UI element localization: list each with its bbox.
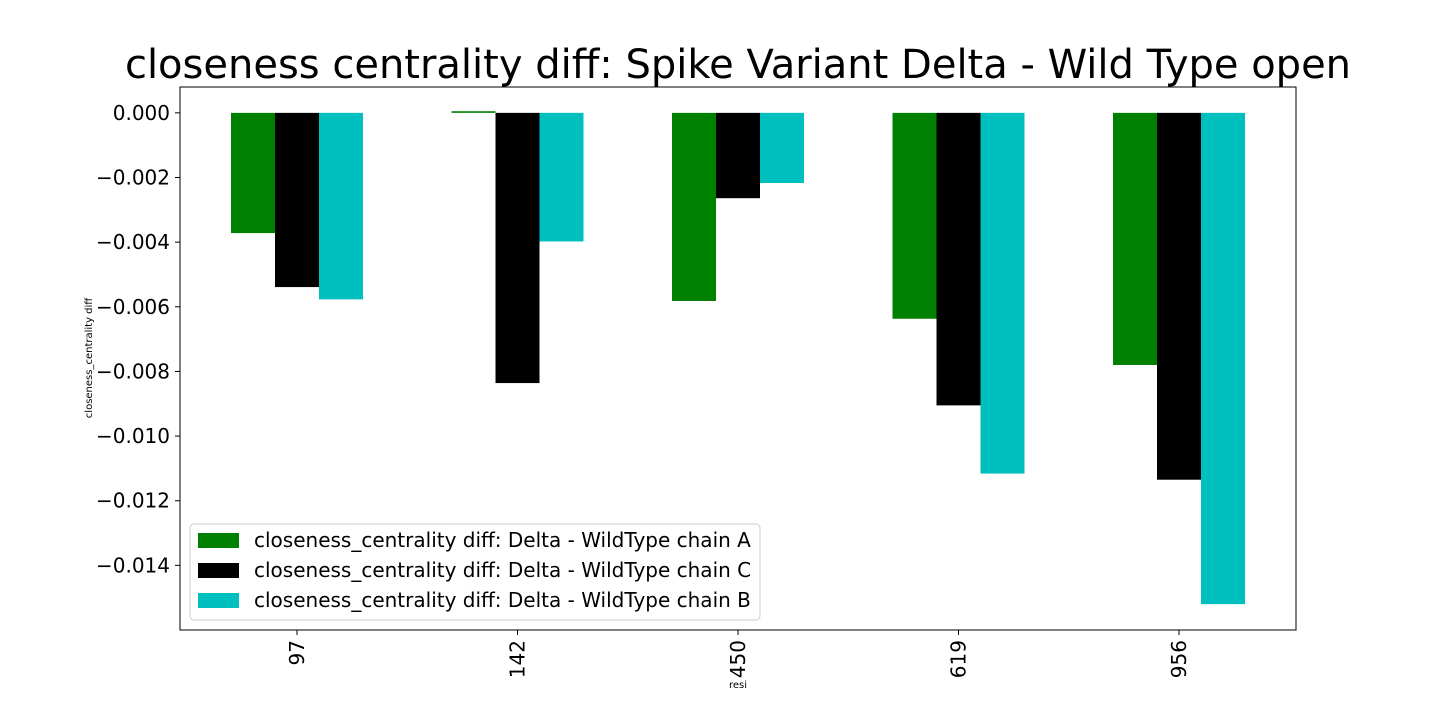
y-tick-label: −0.014 bbox=[96, 553, 170, 577]
bar-97-series-3 bbox=[319, 112, 363, 300]
bars-layer bbox=[231, 111, 1245, 605]
bar-619-series-2 bbox=[936, 112, 981, 406]
legend-label-3: closeness_centrality diff: Delta - WildT… bbox=[254, 588, 751, 612]
y-tick-label: −0.006 bbox=[96, 295, 170, 319]
legend-swatch-2 bbox=[198, 563, 239, 578]
bar-619-series-1 bbox=[892, 112, 937, 319]
bar-450-series-1 bbox=[672, 112, 716, 301]
x-axis: 97 142 450 619 956 bbox=[285, 630, 1191, 678]
y-axis: 0.000 −0.002 −0.004 −0.006 −0.008 −0.010 −0.01… bbox=[96, 101, 180, 577]
y-tick-label: −0.002 bbox=[96, 166, 170, 190]
y-axis-label: closeness_centrality diff bbox=[84, 297, 95, 419]
bar-142-series-1 bbox=[451, 111, 496, 113]
x-tick-label: 450 bbox=[726, 640, 750, 678]
bar-956-series-2 bbox=[1157, 112, 1201, 480]
legend-label-1: closeness_centrality diff: Delta - WildT… bbox=[254, 528, 751, 552]
x-tick-label: 619 bbox=[947, 640, 971, 678]
legend-swatch-3 bbox=[198, 593, 239, 608]
bar-142-series-3 bbox=[539, 112, 584, 242]
bar-450-series-2 bbox=[716, 112, 760, 199]
bar-450-series-3 bbox=[760, 112, 804, 183]
x-tick-label: 142 bbox=[506, 640, 530, 678]
bar-956-series-1 bbox=[1113, 112, 1157, 365]
legend-label-2: closeness_centrality diff: Delta - WildT… bbox=[254, 558, 751, 582]
bar-97-series-2 bbox=[275, 112, 319, 288]
legend-frame bbox=[189, 523, 761, 621]
bar-619-series-3 bbox=[980, 112, 1025, 474]
x-tick-label: 956 bbox=[1167, 640, 1191, 678]
bar-956-series-3 bbox=[1201, 112, 1245, 605]
y-tick-label: −0.004 bbox=[96, 230, 170, 254]
y-tick-label: −0.010 bbox=[96, 424, 170, 448]
x-axis-label: resi bbox=[729, 680, 747, 691]
y-tick-label: −0.012 bbox=[96, 489, 170, 513]
bar-142-series-2 bbox=[495, 112, 540, 384]
y-tick-label: −0.008 bbox=[96, 359, 170, 383]
legend: closeness_centrality diff: Delta - WildT… bbox=[189, 523, 761, 621]
legend-swatch-1 bbox=[198, 533, 239, 548]
x-tick-label: 97 bbox=[285, 640, 309, 665]
chart-title: closeness centrality diff: Spike Variant… bbox=[125, 42, 1351, 88]
y-tick-label: 0.000 bbox=[113, 101, 170, 125]
bar-97-series-1 bbox=[231, 112, 275, 234]
